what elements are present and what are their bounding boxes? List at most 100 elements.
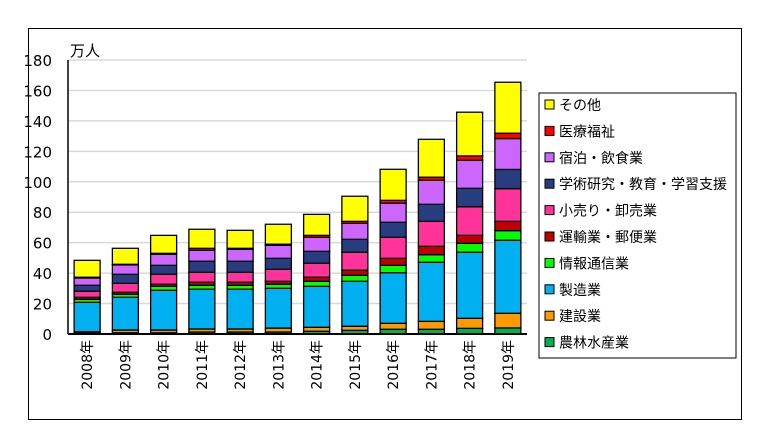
bar-segment [379,257,407,266]
bar-segment [494,132,522,140]
bar-segment [379,236,407,259]
bar-segment [73,301,101,333]
bar-segment [302,280,331,288]
bar-segment [494,187,522,223]
bar-segment [417,245,446,256]
bar-segment [226,248,254,262]
bar-segment [302,262,331,278]
bar-segment [264,257,293,270]
x-tick-label: 2016年 [386,340,402,390]
legend-label: その他 [559,98,601,114]
bar-segment [379,322,407,330]
x-tick-label: 2008年 [80,340,96,390]
bar-segment [341,269,369,276]
bar-segment [341,274,369,282]
bar-segment [226,288,254,330]
bar-segment [455,155,484,161]
bar-segment [494,168,522,190]
bar-segment [188,249,216,262]
bar-segment [417,220,446,247]
bar-segment [379,264,407,274]
y-tick-label: 0 [42,326,52,344]
bar-segment [417,320,446,330]
bar-segment [73,284,101,292]
y-tick-label: 20 [33,296,52,314]
bar-segment [494,137,522,171]
bar-segment [149,273,178,285]
x-tick-label: 2012年 [233,340,249,390]
bar-segment [341,238,369,253]
bar-segment [455,317,484,330]
bar-segment [455,242,484,253]
bar-segment [302,236,331,252]
bar-segment [111,296,140,331]
bar-segment [264,244,293,259]
legend-swatch [544,310,555,321]
bar-segment [149,234,178,254]
legend-label: 製造業 [559,283,601,299]
legend-swatch [544,152,555,163]
y-tick-label: 180 [23,52,52,70]
bar-segment [494,239,522,314]
bar-segment [149,264,178,275]
bar-segment [494,229,522,241]
bar-segment [417,138,446,178]
x-tick-label: 2014年 [310,340,326,390]
chart-frame [28,28,742,420]
legend-swatch [544,205,555,216]
bar-segment [73,277,101,286]
bar-segment [494,312,522,329]
bar-segment [73,259,101,278]
bar-segment [379,221,407,238]
bar-segment [455,187,484,208]
legend-label: 運輸業・郵便業 [559,230,657,246]
bar-segment [341,280,369,327]
y-tick-label: 40 [33,265,52,283]
x-tick-label: 2009年 [118,340,134,390]
x-tick-label: 2011年 [195,340,211,390]
legend-swatch [544,125,555,136]
bar-segment [264,223,293,245]
bar-segment [341,251,369,271]
legend-label: 情報通信業 [559,256,629,272]
bar-segment [494,220,522,232]
legend-label: 小売り・卸売業 [559,204,657,220]
bar-segment [455,234,484,244]
legend-swatch [544,257,555,268]
legend-swatch [544,284,555,295]
bar-segment [379,272,407,324]
bar-segment [302,250,331,264]
bar-segment [455,111,484,157]
x-tick-label: 2013年 [271,340,287,390]
bar-segment [73,290,101,298]
bar-segment [188,271,216,283]
bar-segment [494,81,522,134]
bar-segment [264,268,293,282]
bar-segment [302,285,331,328]
bar-segment [455,159,484,189]
x-tick-label: 2019年 [501,340,517,390]
bar-segment [149,253,178,266]
bar-segment [226,229,254,249]
bar-segment [188,228,216,249]
legend-swatch [544,99,555,110]
x-tick-label: 2018年 [463,340,479,390]
legend-label: 医療福祉 [559,123,615,140]
bar-segment [111,282,140,293]
bar-segment [455,251,484,319]
bar-segment [417,203,446,223]
bar-segment [417,254,446,263]
legend-label: 建設業 [559,309,601,325]
y-tick-label: 160 [23,82,52,100]
bar-segment [341,195,369,223]
y-tick-label: 140 [23,113,52,131]
bar-segment [188,288,216,330]
legend-label: 農林水産業 [559,336,629,352]
bar-segment [455,206,484,237]
legend-swatch [544,337,555,348]
bar-segment [379,168,407,201]
bar-segment [226,260,254,273]
bar-segment [111,264,140,275]
bar-segment [264,287,293,329]
bar-segment [302,213,331,237]
